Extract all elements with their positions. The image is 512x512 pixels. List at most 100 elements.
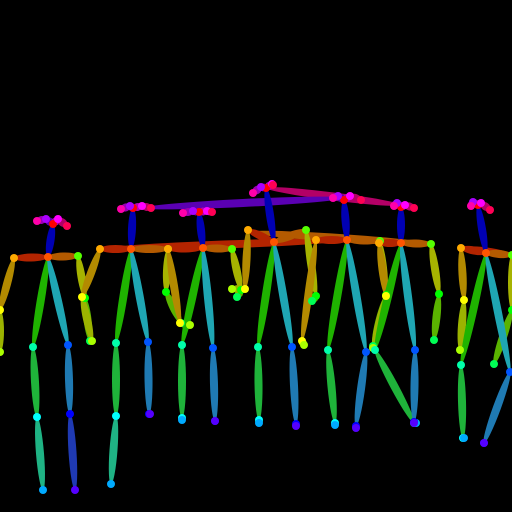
person-1-joint-left-shoulder bbox=[74, 252, 82, 260]
person-4-limb-left-thigh bbox=[254, 346, 263, 421]
person-4-limb-right-thigh bbox=[289, 346, 299, 425]
person-2-joint-left-ankle bbox=[146, 410, 154, 418]
person-4-limb-neck-nose bbox=[264, 187, 276, 243]
person-2-joint-right-eye bbox=[126, 202, 134, 210]
person-2-joint-right-shoulder bbox=[96, 245, 104, 253]
person-1-limb-right-shin bbox=[67, 413, 78, 491]
joint-layer bbox=[0, 180, 512, 494]
person-5-joint-right-hip bbox=[324, 346, 332, 354]
person-6-limb-neck-nose bbox=[397, 207, 405, 243]
person-1-joint-left-ankle bbox=[71, 486, 79, 494]
person-6-joint-right-shoulder bbox=[375, 239, 383, 247]
person-7-limb-neck-nose bbox=[476, 204, 488, 254]
person-6-joint-right-ear bbox=[390, 202, 398, 210]
person-7-limb-neck-right-shoulder bbox=[485, 249, 512, 259]
person-2-joint-right-elbow bbox=[78, 293, 86, 301]
person-1-limb-left-thigh bbox=[30, 346, 40, 418]
person-4-joint-left-ankle bbox=[292, 422, 300, 430]
person-1-joint-right-ear bbox=[33, 217, 41, 225]
person-5-limb-neck-right-shoulder bbox=[346, 236, 381, 245]
person-4-joint-right-ear bbox=[249, 189, 257, 197]
person-2-joint-right-ear bbox=[117, 205, 125, 213]
person-6-joint-neck bbox=[397, 239, 405, 247]
person-1-limb-left-forearm bbox=[0, 310, 4, 352]
person-4-joint-left-shoulder bbox=[302, 226, 310, 234]
person-7-joint-left-wrist bbox=[490, 360, 498, 368]
person-3-limb-left-upper-arm bbox=[166, 248, 182, 324]
person-7-joint-right-elbow bbox=[460, 296, 468, 304]
person-1-joint-right-shoulder bbox=[10, 254, 18, 262]
person-2-limb-left-thigh bbox=[112, 343, 120, 416]
person-5-joint-right-ankle bbox=[331, 421, 339, 429]
person-3-limb-neck-left-shoulder bbox=[167, 244, 204, 253]
person-3-limb-neck-left-hip bbox=[181, 247, 204, 346]
person-7-joint-left-eye bbox=[477, 199, 485, 207]
person-1-joint-left-knee bbox=[66, 410, 74, 418]
person-2-limb-neck-nose bbox=[127, 207, 137, 250]
person-2-limb-neck-right-shoulder bbox=[131, 245, 168, 253]
person-6-joint-right-elbow bbox=[382, 292, 390, 300]
person-4-limb-neck-left-shoulder bbox=[247, 228, 275, 244]
person-2-limb-left-forearm bbox=[80, 296, 94, 342]
person-7-joint-left-hip bbox=[506, 368, 512, 376]
person-5-joint-right-wrist bbox=[300, 341, 308, 349]
person-3-limb-neck-right-shoulder bbox=[202, 244, 233, 253]
person-6-limb-neck-right-shoulder bbox=[400, 239, 432, 248]
person-1-joint-right-wrist bbox=[0, 348, 4, 356]
head-bar-lower bbox=[141, 196, 345, 210]
person-6-joint-left-ankle bbox=[410, 419, 418, 427]
person-5-joint-left-hip bbox=[362, 348, 370, 356]
person-4-joint-right-hip bbox=[254, 343, 262, 351]
person-5-limb-right-thigh bbox=[354, 351, 368, 427]
person-7-joint-right-ankle bbox=[460, 434, 468, 442]
person-2-joint-left-hip bbox=[144, 338, 152, 346]
person-6-limb-right-forearm bbox=[431, 293, 442, 341]
person-7-joint-right-shoulder bbox=[457, 244, 465, 252]
person-7-limb-right-thigh bbox=[483, 371, 511, 444]
person-2-joint-right-hip bbox=[112, 339, 120, 347]
person-1-limb-right-thigh bbox=[64, 344, 74, 415]
person-3-joint-right-hip bbox=[178, 341, 186, 349]
person-7-limb-neck-left-hip bbox=[460, 252, 487, 366]
person-1-joint-right-hip bbox=[29, 343, 37, 351]
person-4-limb-neck-right-hip bbox=[273, 241, 293, 348]
person-6-limb-left-thigh bbox=[374, 349, 415, 424]
person-6-limb-left-upper-arm bbox=[377, 242, 388, 297]
person-4-joint-right-eye bbox=[257, 183, 265, 191]
person-6-limb-neck-left-shoulder bbox=[379, 239, 401, 247]
person-6-limb-neck-right-hip bbox=[399, 242, 417, 351]
person-4-joint-right-wrist bbox=[228, 285, 236, 293]
person-7-joint-neck bbox=[482, 249, 490, 257]
person-6-joint-left-elbow bbox=[435, 290, 443, 298]
person-4-limb-neck-right-shoulder bbox=[273, 228, 307, 244]
person-4-joint-neck bbox=[270, 238, 278, 246]
person-2-limb-neck-right-hip bbox=[130, 248, 149, 343]
person-2-limb-neck-left-shoulder bbox=[100, 245, 131, 253]
person-7-limb-left-thigh bbox=[457, 364, 467, 439]
person-3-joint-left-hip bbox=[209, 344, 217, 352]
person-5-joint-nose bbox=[340, 196, 348, 204]
person-3-joint-left-ankle bbox=[211, 417, 219, 425]
person-6-joint-right-hip bbox=[371, 346, 379, 354]
person-7-limb-neck-left-shoulder bbox=[460, 245, 487, 256]
person-2-joint-neck bbox=[127, 245, 135, 253]
person-3-joint-left-wrist bbox=[233, 293, 241, 301]
person-6-joint-left-shoulder bbox=[427, 240, 435, 248]
person-3-joint-left-ear bbox=[208, 208, 216, 216]
person-1-limb-left-upper-arm bbox=[0, 257, 15, 311]
person-4-joint-right-elbow bbox=[241, 285, 249, 293]
person-1-limb-neck-right-hip bbox=[47, 256, 69, 346]
person-1-joint-neck bbox=[44, 253, 52, 261]
person-5-limb-left-thigh bbox=[326, 349, 337, 424]
person-2-joint-right-wrist bbox=[88, 337, 96, 345]
person-4-joint-left-ear bbox=[269, 181, 277, 189]
person-5-joint-right-ear bbox=[329, 194, 337, 202]
person-3-joint-right-ear bbox=[179, 209, 187, 217]
person-7-joint-left-shoulder bbox=[508, 251, 512, 259]
person-4-limb-neck-left-hip bbox=[257, 241, 275, 348]
person-2-limb-neck-left-hip bbox=[115, 248, 132, 344]
person-5-joint-left-ankle bbox=[352, 424, 360, 432]
person-3-limb-right-thigh bbox=[209, 347, 219, 422]
person-6-joint-left-wrist bbox=[430, 336, 438, 344]
